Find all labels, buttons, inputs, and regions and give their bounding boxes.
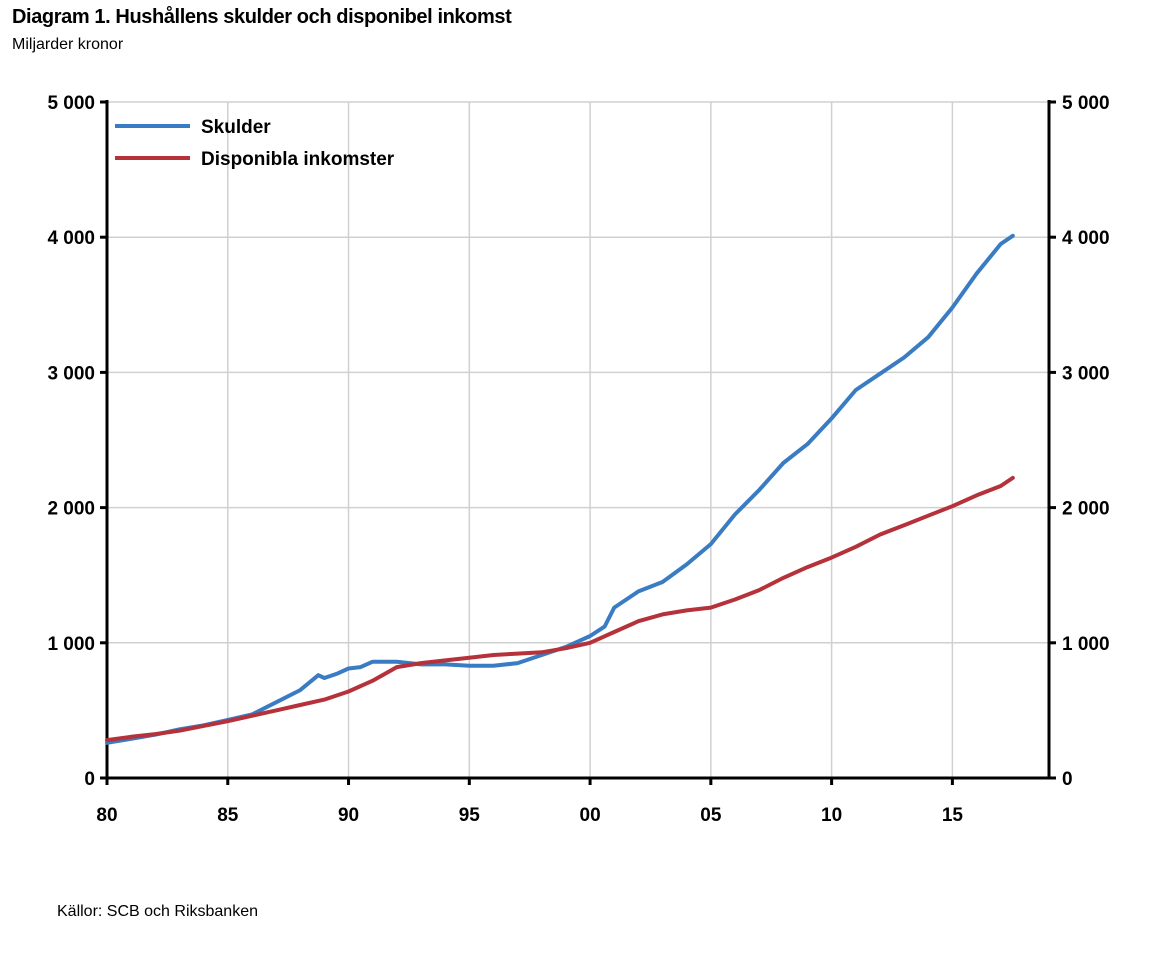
chart-subtitle: Miljarder kronor [12, 36, 124, 53]
y-tick-label-left: 0 [84, 769, 95, 790]
x-tick-label: 00 [580, 805, 601, 826]
series-lines [105, 233, 1015, 745]
legend: Skulder Disponibla inkomster [115, 117, 395, 170]
x-tick-label: 05 [700, 805, 722, 826]
x-tick-label: 90 [338, 805, 359, 826]
y-tick-label-right: 0 [1062, 769, 1073, 790]
y-tick-label-left: 2 000 [47, 499, 95, 520]
legend-label-disponibla-inkomster: Disponibla inkomster [201, 149, 395, 170]
x-tick-label: 80 [96, 805, 117, 826]
legend-label-skulder: Skulder [201, 117, 271, 138]
y-tick-label-left: 1 000 [47, 634, 95, 655]
y-tick-label-right: 1 000 [1062, 634, 1110, 655]
x-tick-label: 85 [217, 805, 239, 826]
source-note: Källor: SCB och Riksbanken [57, 903, 258, 920]
x-tick-label: 95 [459, 805, 481, 826]
series-line-skulder [105, 233, 1015, 745]
y-tick-label-right: 3 000 [1062, 363, 1110, 384]
x-tick-label: 10 [821, 805, 842, 826]
x-tick-label: 15 [942, 805, 964, 826]
chart-title: Diagram 1. Hushållens skulder och dispon… [12, 6, 512, 28]
axes [100, 100, 1056, 785]
y-tick-label-right: 2 000 [1062, 499, 1110, 520]
y-tick-label-left: 4 000 [47, 228, 95, 249]
y-tick-label-right: 5 000 [1062, 93, 1110, 114]
grid-lines [107, 101, 1049, 778]
series-line-disponibla-inkomster [105, 475, 1015, 743]
y-tick-label-right: 4 000 [1062, 228, 1110, 249]
y-tick-label-left: 5 000 [47, 93, 95, 114]
y-tick-label-left: 3 000 [47, 363, 95, 384]
